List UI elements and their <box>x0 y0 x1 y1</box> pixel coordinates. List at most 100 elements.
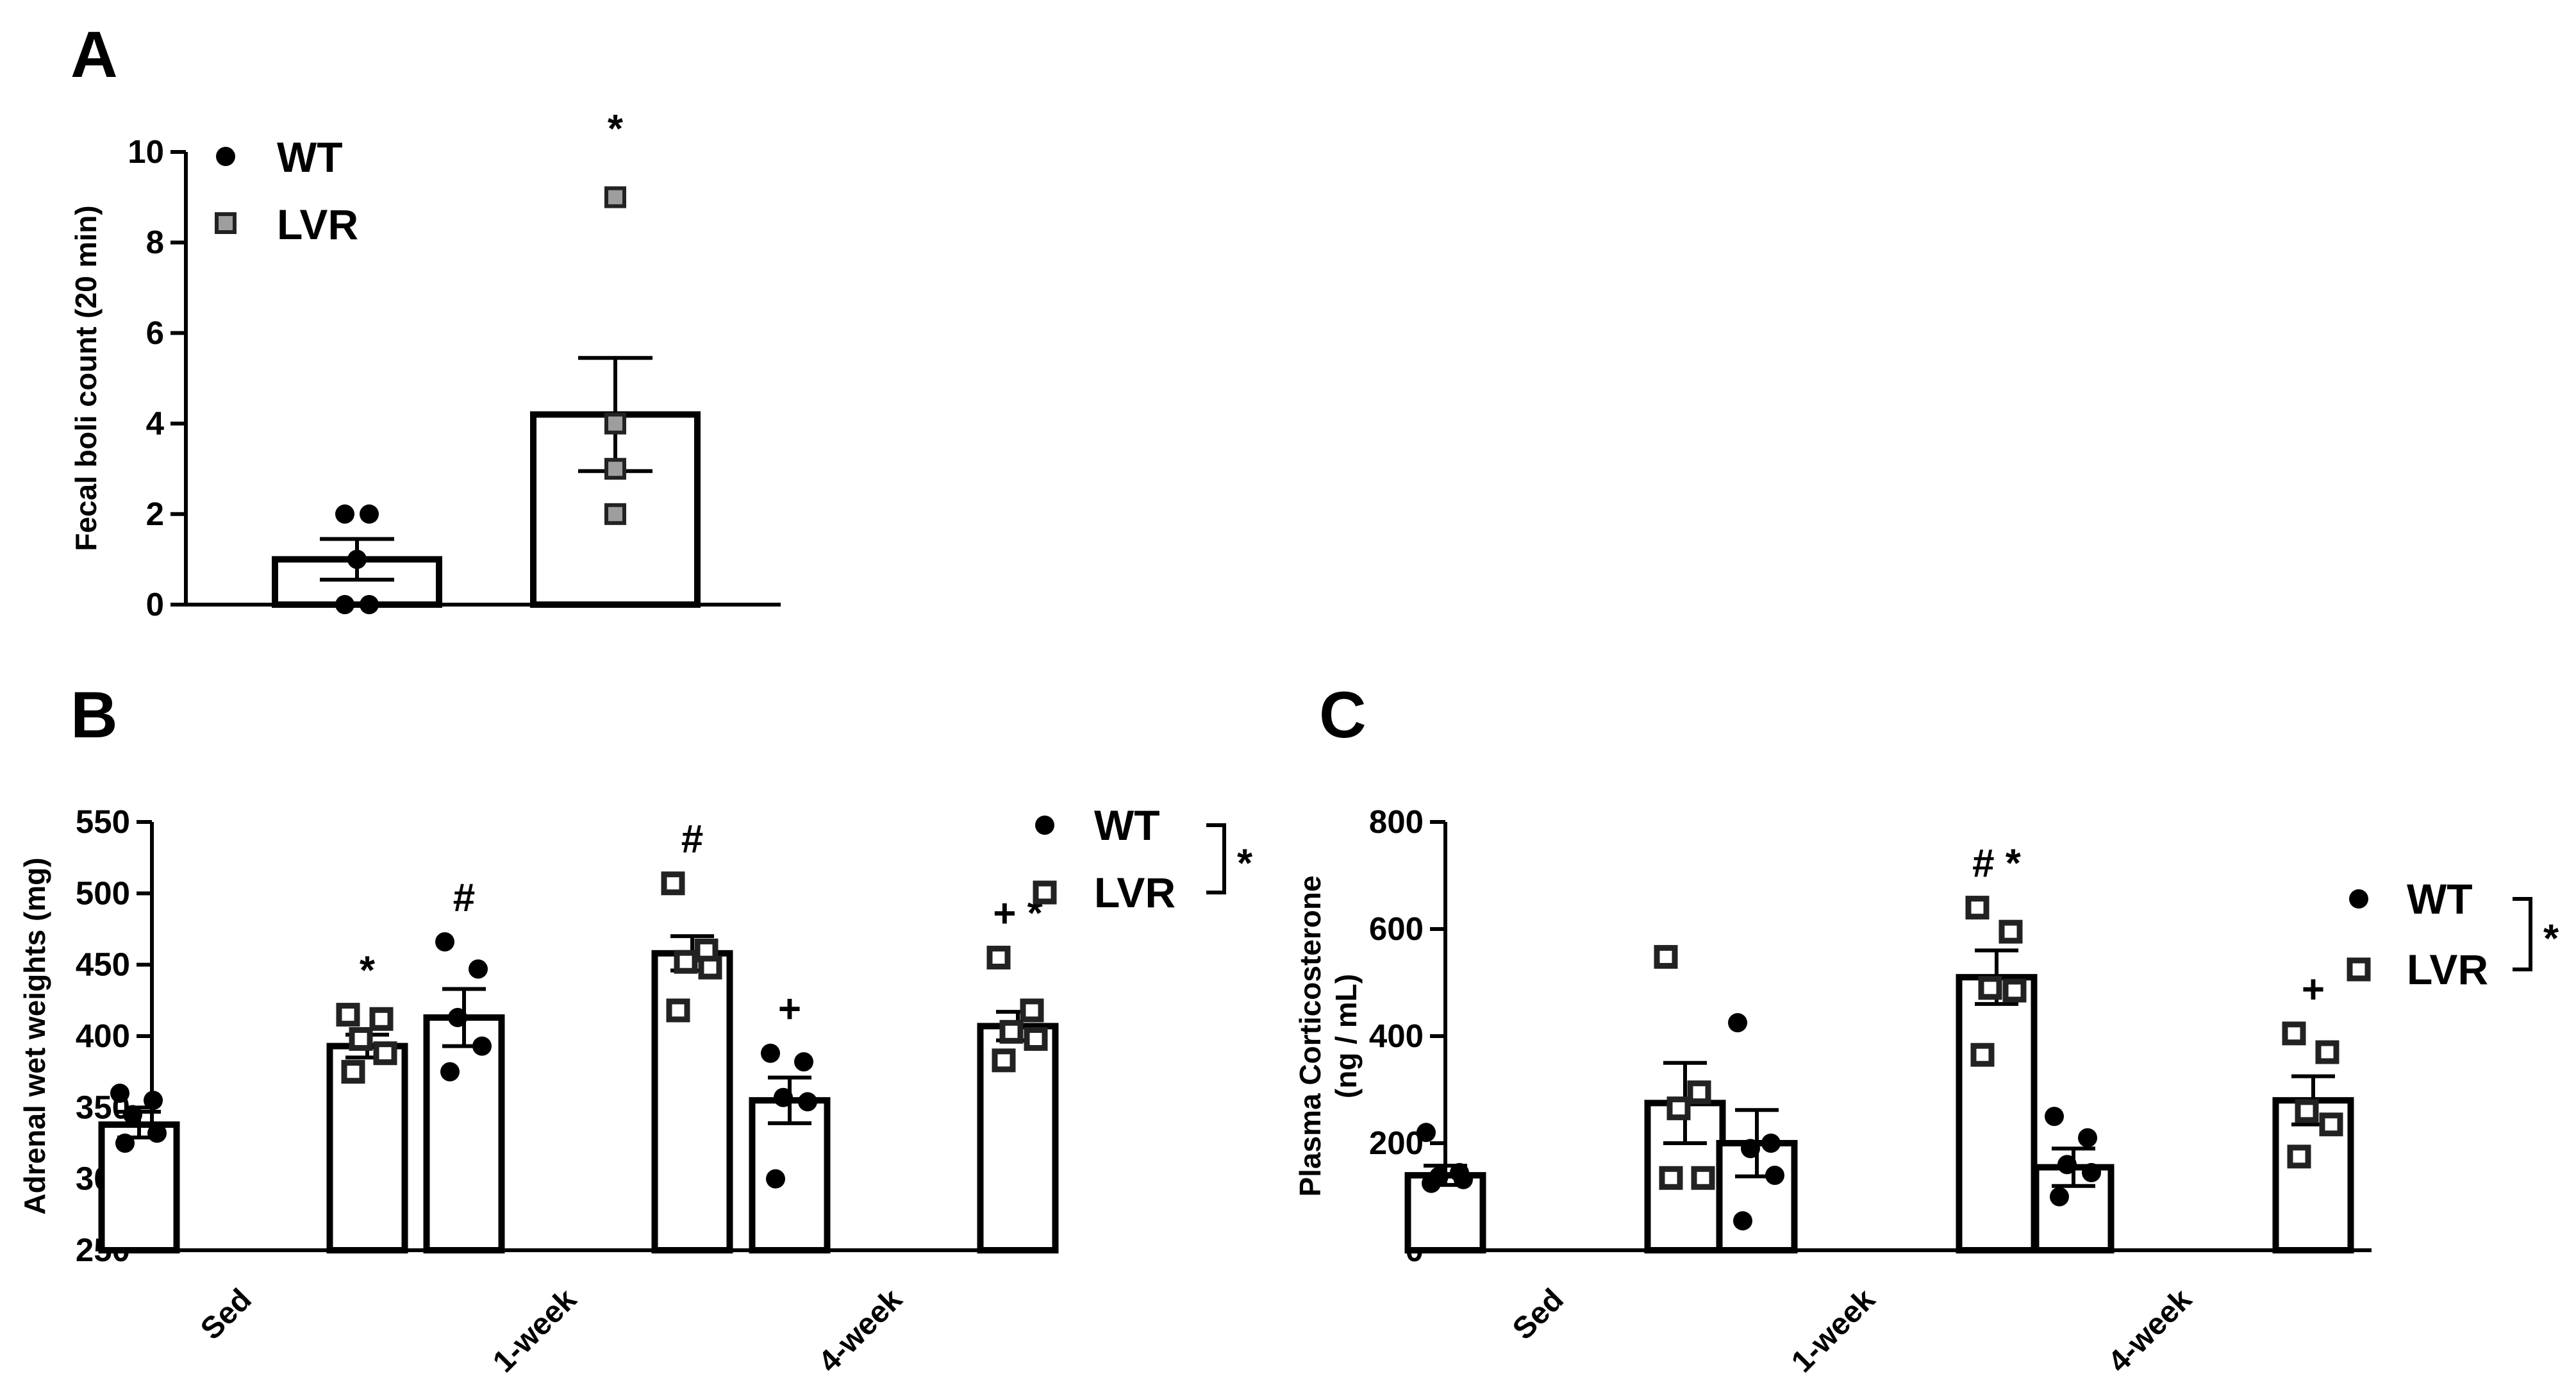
data-point <box>1020 998 1044 1023</box>
bar <box>1956 974 2038 1254</box>
data-point <box>794 1052 813 1072</box>
significance-marker: # * <box>1972 842 2022 886</box>
data-point <box>1965 896 1990 920</box>
data-point <box>341 1060 365 1084</box>
bar <box>423 1014 505 1253</box>
significance-marker: * <box>608 107 624 151</box>
y-tick-label: 200 <box>1369 1125 1424 1161</box>
panel-letter: C <box>1319 678 1367 751</box>
legend-wt-label: WT <box>1094 801 1160 849</box>
data-point <box>674 950 698 974</box>
bar <box>651 950 733 1254</box>
data-point <box>1998 919 2023 944</box>
y-tick-label: 800 <box>1369 803 1424 840</box>
data-point <box>774 1087 793 1107</box>
data-point <box>360 504 379 524</box>
data-point <box>147 1123 167 1143</box>
y-axis-label: Fecal boli count (20 min) <box>69 205 103 551</box>
data-point <box>1659 1166 1683 1190</box>
y-tick-label: 10 <box>128 133 164 170</box>
y-axis-label: (ng / mL) <box>1329 974 1363 1098</box>
data-point <box>347 549 367 569</box>
data-point <box>115 1134 135 1153</box>
legend-lvr-label: LVR <box>1094 869 1176 916</box>
legend-bracket <box>1206 823 1226 894</box>
data-point <box>1970 1043 1995 1067</box>
bar <box>1716 1140 1798 1253</box>
data-point <box>1654 944 1678 969</box>
y-axis-label: Plasma Corticosterone <box>1293 875 1327 1196</box>
data-point <box>369 1007 394 1031</box>
data-point <box>2002 978 2027 1003</box>
data-point <box>1687 1080 1711 1105</box>
data-point <box>1024 1026 1048 1051</box>
data-point <box>1422 1173 1441 1193</box>
y-tick-label: 500 <box>76 875 130 911</box>
legend-lvr-marker <box>1033 880 1057 905</box>
significance-marker: + <box>2302 968 2325 1012</box>
data-point <box>1666 1096 1691 1121</box>
legend-wt-marker <box>1035 816 1054 835</box>
data-point <box>698 955 722 980</box>
data-point <box>336 1003 360 1027</box>
data-point <box>435 932 454 952</box>
data-point <box>798 1092 817 1112</box>
data-point <box>986 946 1011 970</box>
y-tick-label: 6 <box>146 314 164 351</box>
data-point <box>604 503 626 525</box>
legend-lvr-marker <box>2347 957 2371 982</box>
data-point <box>1454 1169 1473 1189</box>
data-point <box>1741 1139 1760 1159</box>
y-tick-label: 400 <box>76 1018 130 1054</box>
legend-wt-marker <box>2349 889 2368 909</box>
panel-letter: B <box>71 678 118 751</box>
data-point <box>349 1026 373 1051</box>
data-point <box>1733 1211 1752 1231</box>
data-point <box>2319 1112 2343 1137</box>
data-point <box>360 595 379 614</box>
data-point <box>2057 1155 2077 1175</box>
panel-a-fecal-boli: A 0 2 4 6 8 10 Fecal boli count (20 min) * WT LVR <box>69 18 781 623</box>
legend-bracket <box>2513 897 2532 971</box>
data-point <box>440 1062 460 1082</box>
data-point <box>1691 1166 1715 1190</box>
data-point <box>1761 1134 1781 1153</box>
data-point <box>604 186 626 208</box>
bar <box>326 1043 408 1253</box>
data-point <box>1765 1166 1784 1185</box>
significance-marker: # <box>681 817 703 862</box>
data-point <box>123 1105 142 1125</box>
legend-wt-marker <box>216 147 235 166</box>
data-point <box>373 1041 397 1066</box>
data-point <box>604 458 626 480</box>
y-tick-label: 550 <box>76 803 130 840</box>
significance-marker: + <box>778 987 801 1032</box>
data-point <box>2050 1187 2069 1207</box>
data-point <box>1728 1013 1747 1033</box>
y-tick-label: 2 <box>146 496 164 532</box>
y-tick-label: 400 <box>1369 1018 1424 1054</box>
y-tick-label: 0 <box>146 586 164 623</box>
y-tick-label: 8 <box>146 224 164 260</box>
legend-lvr-marker <box>215 212 237 234</box>
data-point <box>766 1169 785 1189</box>
legend-lvr-label: LVR <box>2407 946 2488 993</box>
data-point <box>2045 1107 2064 1127</box>
y-tick-label: 600 <box>1369 910 1424 947</box>
data-point <box>2078 1128 2097 1148</box>
y-tick-label: 4 <box>146 405 165 442</box>
data-point <box>1978 976 2002 1000</box>
legend-bracket-significance: * <box>1237 842 1253 886</box>
y-axis-label: Adrenal wet weights (mg) <box>18 857 51 1214</box>
data-point <box>469 959 488 979</box>
data-point <box>604 412 626 435</box>
data-point <box>335 504 354 524</box>
data-point <box>2295 1099 2319 1123</box>
data-point <box>2082 1162 2101 1182</box>
data-point <box>2282 1021 2306 1046</box>
y-tick-label: 450 <box>76 946 130 983</box>
data-point <box>1417 1123 1436 1143</box>
data-point <box>661 871 685 896</box>
legend-wt-label: WT <box>2407 875 2473 923</box>
